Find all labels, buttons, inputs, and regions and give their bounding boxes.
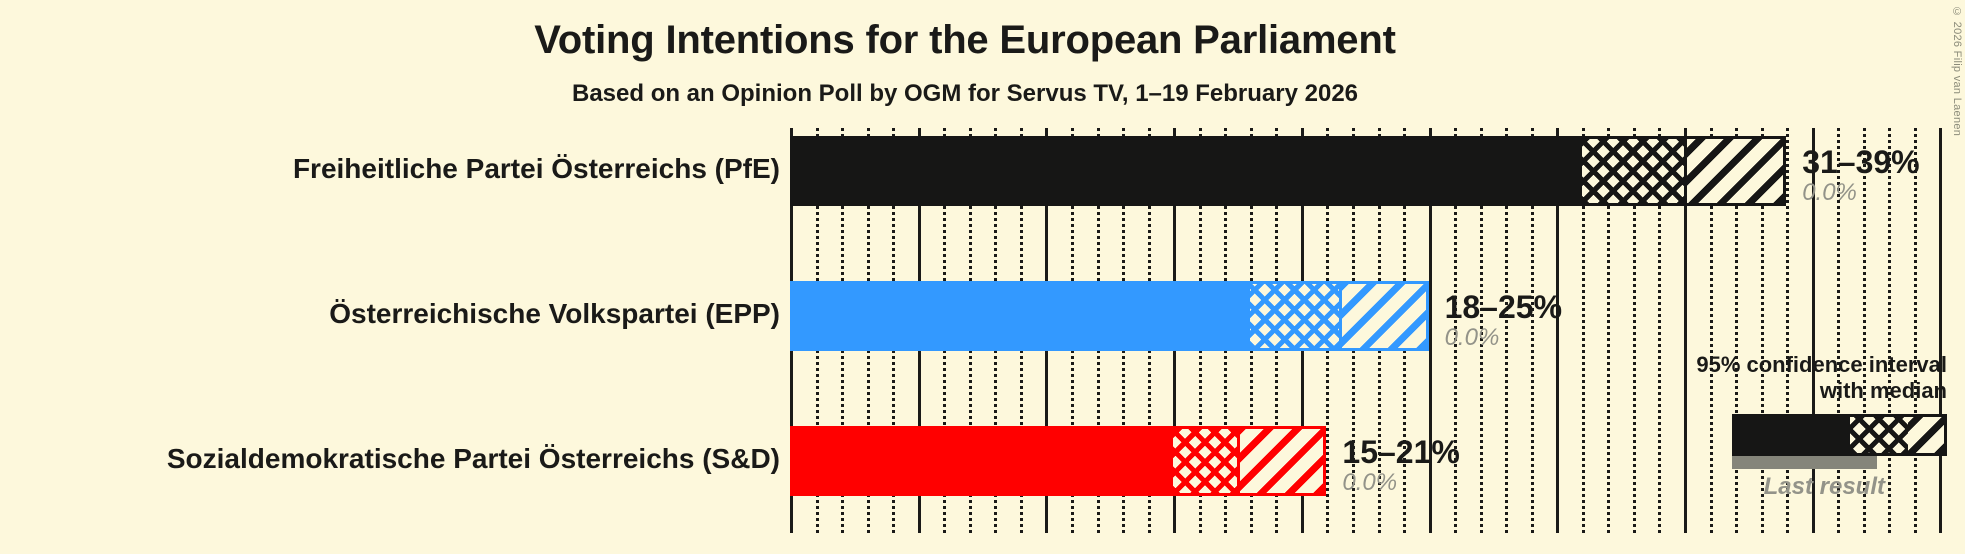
legend-segment-crosshatch (1850, 413, 1908, 456)
legend-line-2: with median (1819, 377, 1947, 403)
last-result-label: 0.0% (1802, 178, 1857, 206)
bar-segment-solid (790, 136, 1582, 206)
bar-segment-solid (790, 281, 1250, 351)
bar-row (790, 426, 1327, 496)
median-divider (1339, 281, 1343, 351)
page-subtitle: Based on an Opinion Poll by OGM for Serv… (571, 80, 1359, 107)
legend-line-1: 95% confidence interval (1696, 352, 1947, 377)
confidence-interval-bar (790, 426, 1327, 496)
legend: 95% confidence interval with median Last… (1627, 352, 1947, 501)
category-label: Freiheitliche Partei Österreichs (PfE) (292, 153, 780, 184)
bar-segment-diagonal (1236, 426, 1327, 496)
bar-segment-diagonal (1684, 136, 1787, 206)
median-divider (1684, 136, 1688, 206)
bar-segment-crosshatch (1249, 281, 1340, 351)
value-range-label: 18–25% (1444, 289, 1563, 325)
bar-segment-solid (790, 426, 1174, 496)
legend-swatch-bar (1732, 413, 1947, 456)
median-divider (1237, 426, 1240, 496)
bar-segment-crosshatch (1173, 426, 1237, 496)
value-range-label: 31–39% (1802, 144, 1920, 180)
value-label-group: 15–21% 0.0% (1342, 434, 1460, 496)
bar-segment-crosshatch (1581, 136, 1685, 206)
legend-swatch-wrap (1627, 413, 1947, 456)
legend-last-result-bar (1732, 455, 1877, 469)
value-label-group: 31–39% 0.0% (1802, 144, 1920, 206)
confidence-interval-bar (790, 136, 1787, 206)
category-label: Sozialdemokratische Partei Österreichs (… (166, 443, 780, 474)
value-label-group: 18–25% 0.0% (1444, 289, 1563, 351)
bar-segment-diagonal (1339, 281, 1429, 351)
bar-row (790, 136, 1787, 206)
confidence-interval-bar (790, 281, 1429, 351)
legend-last-result-caption: Last result (1763, 472, 1885, 500)
legend-last-result-wrap (1627, 455, 1947, 469)
bar-row (790, 281, 1429, 351)
category-label: Österreichische Volkspartei (EPP) (329, 298, 780, 329)
last-result-label: 0.0% (1444, 323, 1500, 351)
legend-segment-solid (1732, 413, 1850, 456)
legend-segment-diagonal (1908, 413, 1947, 456)
copyright-notice: © 2026 Filip van Laenen (1951, 6, 1963, 137)
page-title: Voting Intentions for the European Parli… (534, 18, 1396, 62)
last-result-label: 0.0% (1342, 468, 1398, 496)
value-range-label: 15–21% (1342, 434, 1460, 470)
